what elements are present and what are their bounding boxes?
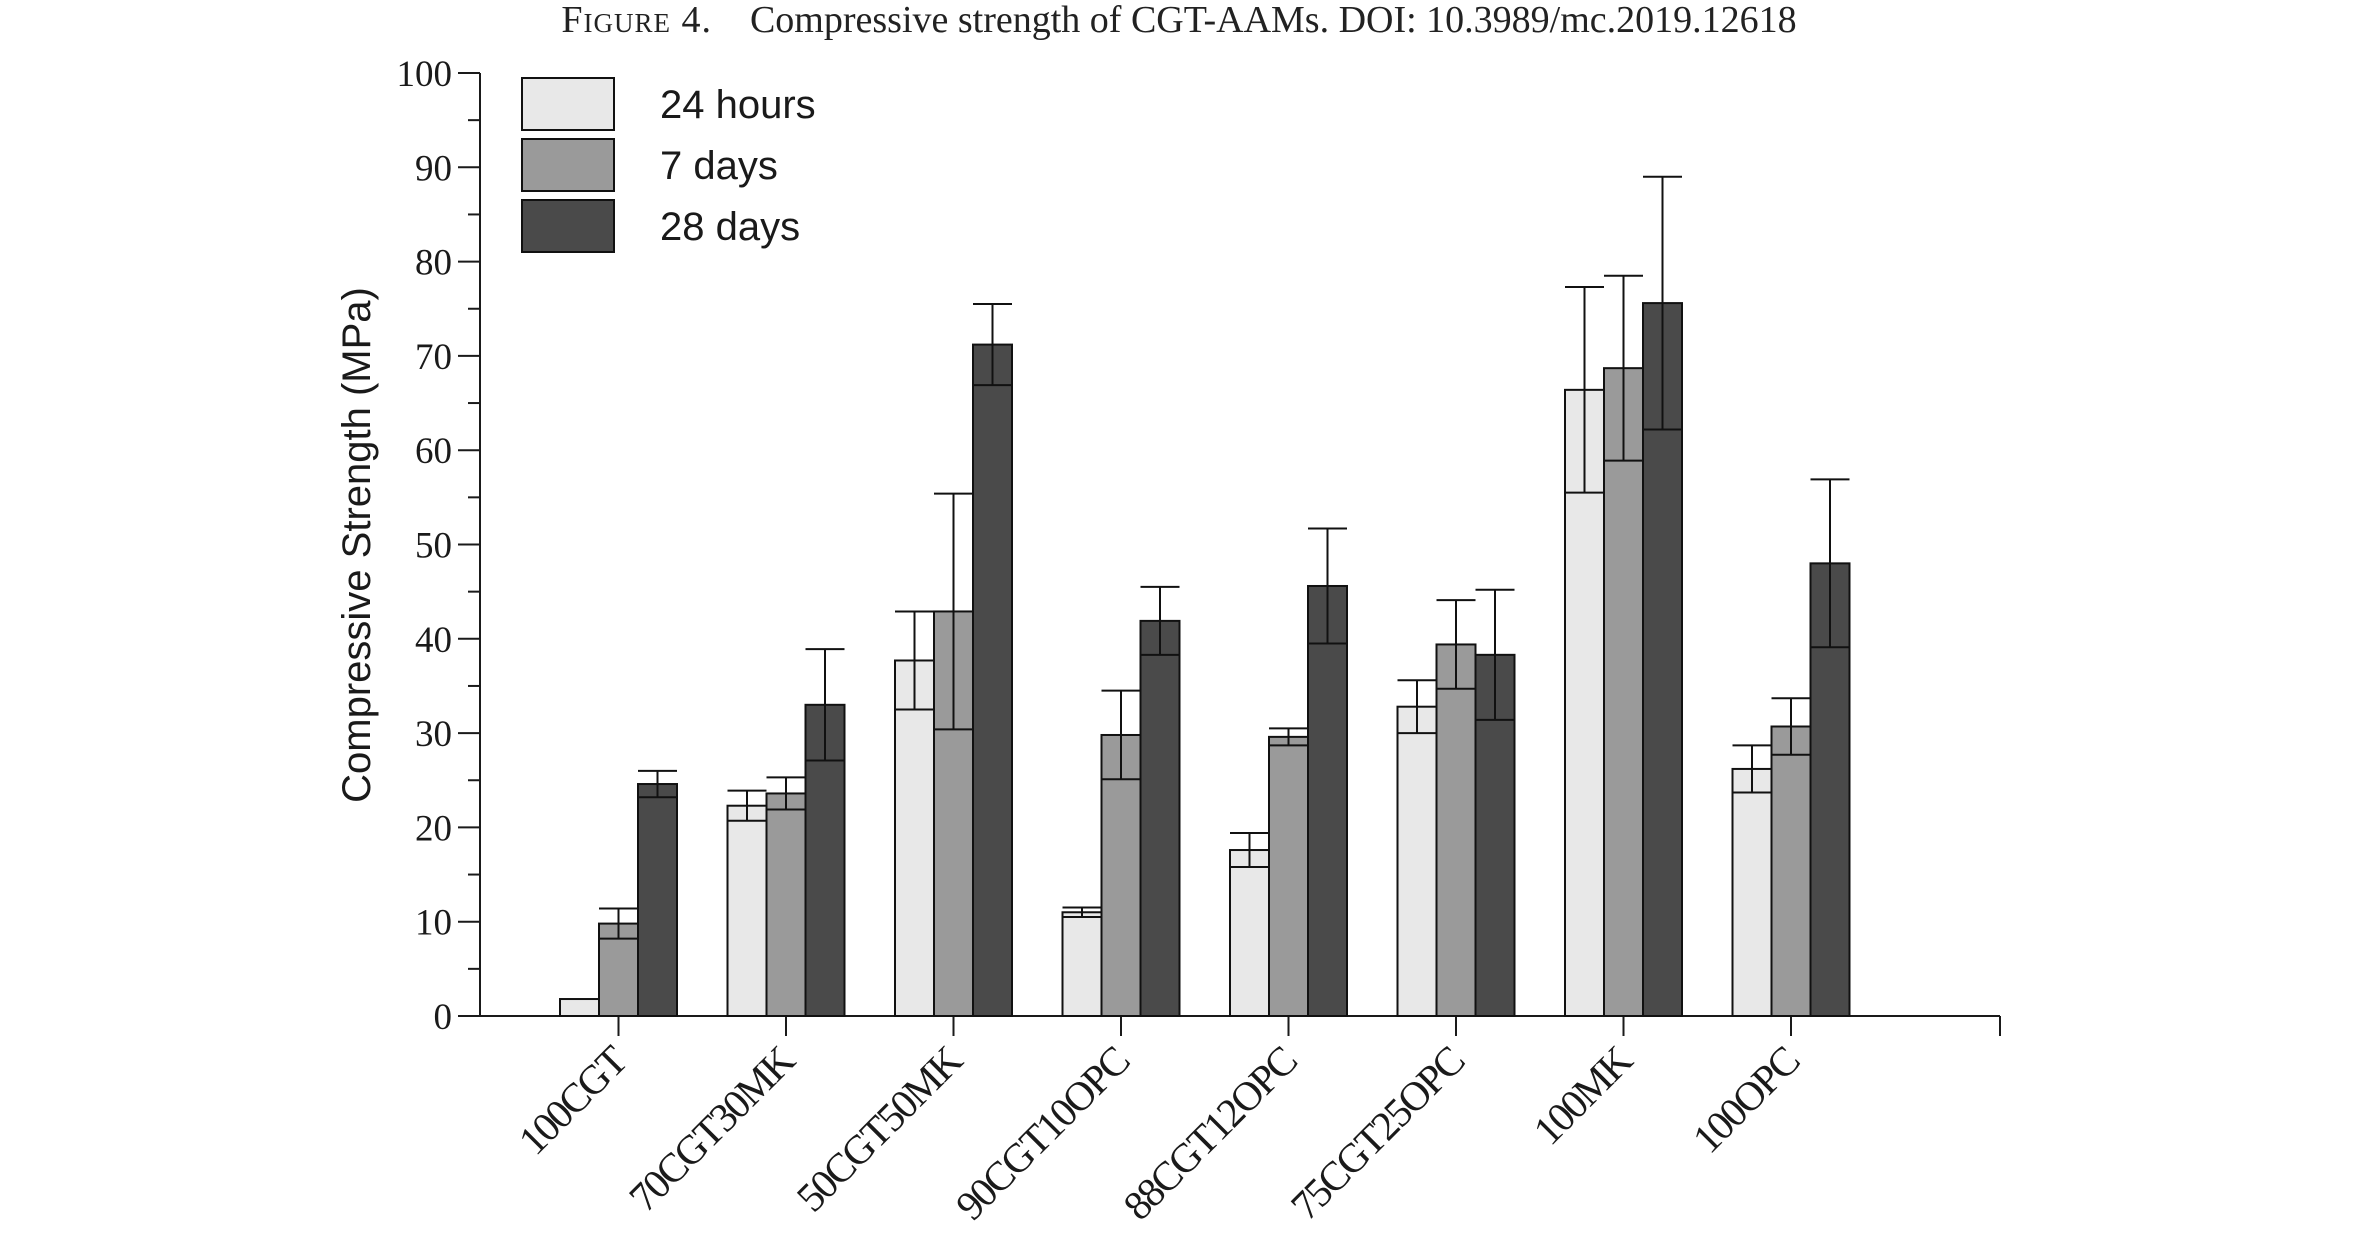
bar: [972, 343, 1013, 1018]
legend-label: 24 hours: [660, 83, 816, 127]
y-tick-label: 50: [415, 526, 452, 567]
bar: [1100, 733, 1142, 1018]
bar: [1396, 705, 1438, 1017]
y-tick-label: 40: [415, 620, 452, 661]
x-tick-label: 90CGT10OPC: [947, 1037, 1138, 1228]
x-tick-label: 100CGT: [509, 1036, 636, 1163]
bars: [559, 175, 1851, 1018]
bar: [1770, 725, 1812, 1018]
x-tick-label: 100OPC: [1683, 1037, 1807, 1161]
y-tick-label: 80: [415, 243, 452, 284]
x-tick-label: 70CGT30MK: [620, 1036, 804, 1220]
legend-swatch: [521, 199, 615, 253]
legend-label: 28 days: [660, 205, 800, 249]
axes: 0 10 20 30 40 50 60 70 80 90 100 100CGT70CGT30MK50C…: [397, 54, 2001, 1229]
y-tick-label: 20: [415, 808, 452, 849]
legend-label: 7 days: [660, 144, 778, 188]
x-tick-label: 75CGT25OPC: [1282, 1037, 1473, 1228]
bar: [1061, 911, 1103, 1018]
figure-caption-label: Figure 4.: [561, 0, 712, 41]
bar: [1603, 367, 1644, 1017]
bar: [637, 783, 678, 1017]
legend-swatch: [521, 138, 615, 192]
legend: 24 hours 7 days 28 days: [521, 77, 816, 253]
bar: [1435, 643, 1477, 1017]
x-tick-label: 50CGT50MK: [787, 1036, 971, 1220]
bar: [726, 804, 768, 1017]
y-tick-label: 60: [415, 431, 452, 472]
y-tick-label: 100: [397, 54, 453, 95]
y-tick-label: 30: [415, 714, 452, 755]
bar: [559, 998, 600, 1018]
bar: [765, 792, 807, 1018]
y-tick-label: 70: [415, 337, 452, 378]
y-tick-label: 10: [415, 903, 452, 944]
bar: [1731, 767, 1773, 1018]
bar: [1229, 849, 1270, 1017]
bar: [1268, 735, 1309, 1017]
bar: [1307, 584, 1348, 1017]
y-tick-label: 90: [415, 148, 452, 189]
bar: [894, 659, 935, 1017]
y-axis-label: Compressive Strength (MPa): [335, 287, 379, 803]
figure-caption-text: Compressive strength of CGT-AAMs. DOI: 1…: [749, 0, 1797, 41]
figure-caption: Figure 4. Compressive strength of CGT-AA…: [0, 0, 2358, 40]
legend-swatch: [521, 77, 615, 131]
bar: [1139, 619, 1181, 1017]
x-tick-label: 88CGT12OPC: [1114, 1037, 1305, 1228]
y-tick-label: 0: [434, 997, 453, 1038]
x-tick-label: 100MK: [1524, 1036, 1641, 1153]
